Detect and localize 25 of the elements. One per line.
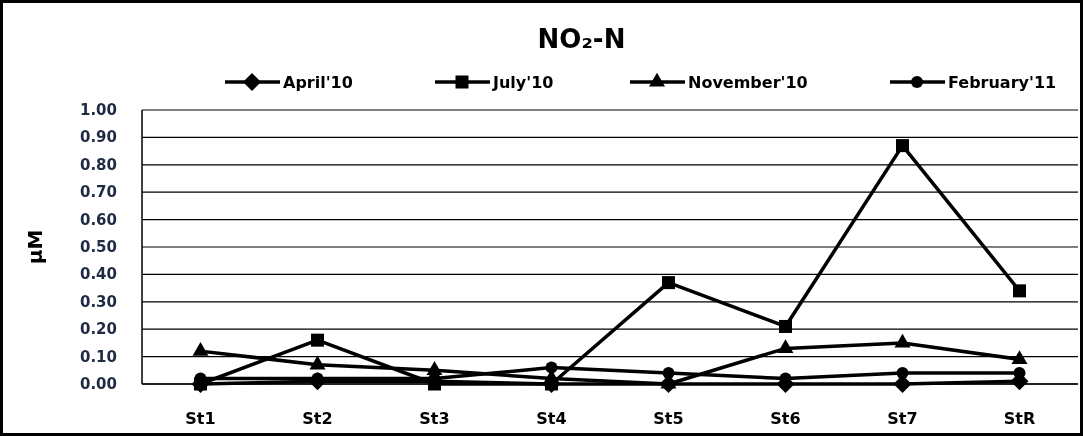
y-tick-label: 0.40 [79,265,117,284]
x-tick-label: St1 [185,409,216,428]
legend-label: February'11 [948,73,1057,92]
y-tick-label: 0.10 [79,347,117,366]
y-tick-label: 0.60 [79,210,117,229]
x-tick-label: St2 [302,409,333,428]
y-axis-title: µM [23,229,47,265]
y-tick-label: 1.00 [79,101,117,119]
y-tick-label: 0.70 [79,183,117,202]
y-tick-label: 0.30 [79,292,117,311]
x-tick-label: St5 [653,409,684,428]
chart-title: NO₂-N [537,24,626,54]
x-tick-label: StR [1003,409,1036,428]
legend-label: July'10 [492,73,554,92]
x-tick-label: St7 [887,409,918,428]
legend-label: April'10 [283,73,353,92]
y-tick-label: 0.90 [79,128,117,147]
y-tick-label: 0.00 [79,375,117,393]
y-tick-label: 0.80 [79,155,117,174]
y-tick-label: 0.20 [79,320,117,339]
x-tick-label: St4 [536,409,567,428]
legend-label: November'10 [688,73,808,92]
y-tick-label: 0.50 [79,238,117,256]
x-tick-label: St3 [419,409,450,428]
x-tick-label: St6 [770,409,801,428]
